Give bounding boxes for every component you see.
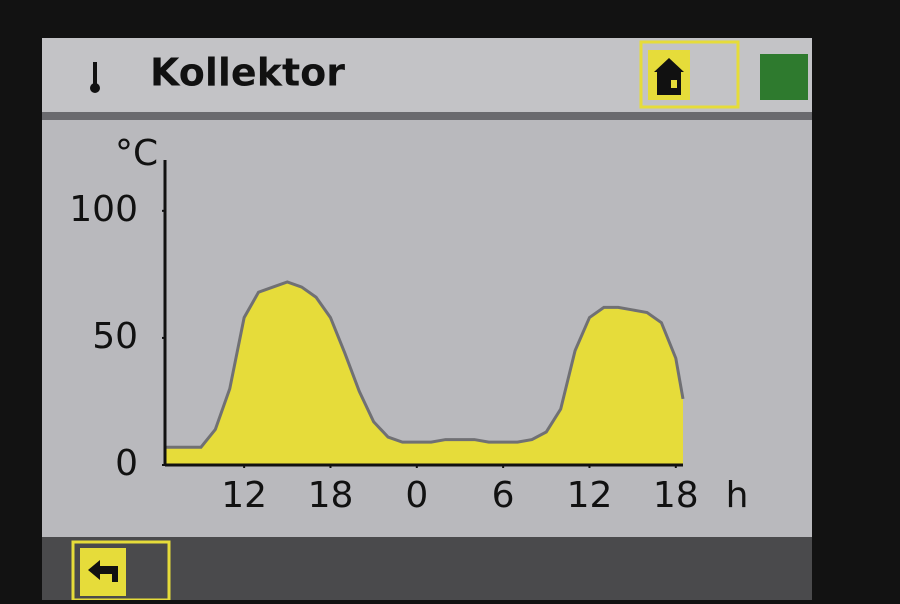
x-tick-label: 6 bbox=[492, 475, 515, 516]
thermometer-icon bbox=[90, 62, 100, 93]
x-tick-label: 12 bbox=[567, 475, 613, 516]
header-separator bbox=[42, 112, 812, 120]
status-indicator bbox=[760, 54, 808, 100]
back-button[interactable] bbox=[71, 540, 171, 602]
display bbox=[42, 38, 812, 600]
y-axis-unit: °C bbox=[115, 133, 158, 174]
x-tick-label: 0 bbox=[405, 475, 428, 516]
footer-bar bbox=[42, 537, 812, 600]
home-button[interactable] bbox=[639, 40, 740, 109]
area-fill bbox=[165, 282, 683, 465]
y-tick-label: 0 bbox=[115, 443, 138, 484]
area-outline bbox=[165, 280, 685, 449]
y-tick-label: 50 bbox=[92, 316, 138, 357]
y-tick-label: 100 bbox=[69, 189, 138, 230]
x-tick-label: 12 bbox=[221, 475, 267, 516]
x-tick-label: 18 bbox=[653, 475, 699, 516]
x-axis-unit: h bbox=[726, 475, 749, 516]
x-tick-label: 18 bbox=[308, 475, 354, 516]
screen-title: Kollektor bbox=[150, 51, 345, 95]
